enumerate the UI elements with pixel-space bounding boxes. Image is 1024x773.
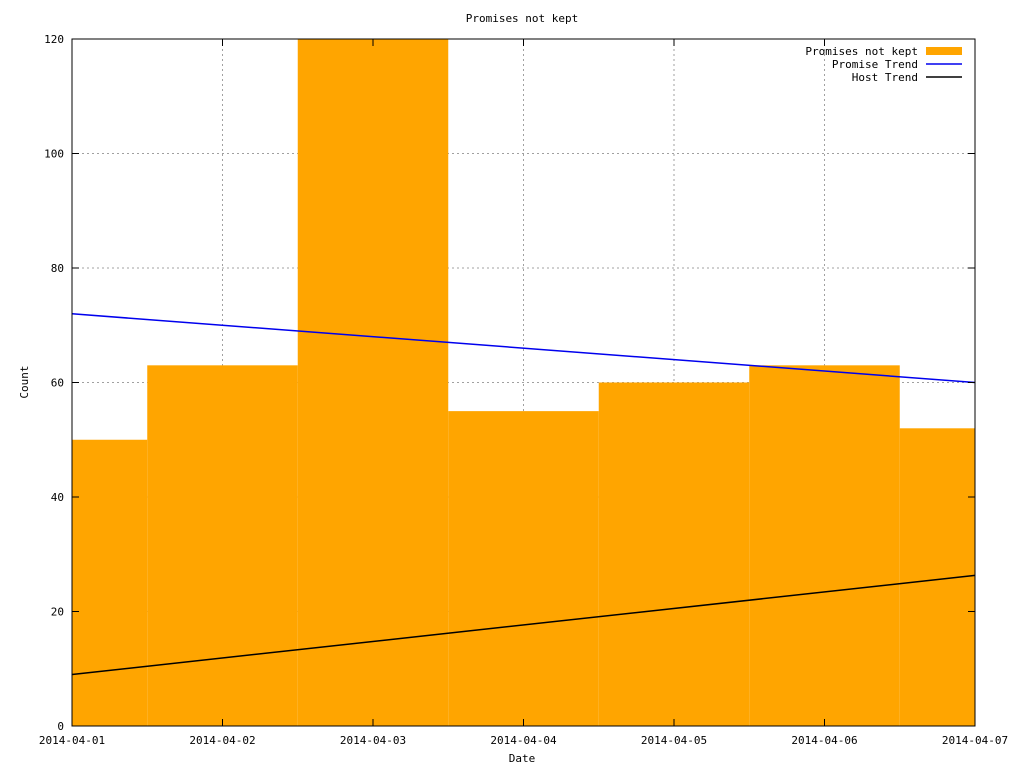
bar [448, 411, 599, 726]
chart-title: Promises not kept [466, 12, 579, 25]
bar [749, 365, 900, 726]
legend-label: Promises not kept [805, 45, 918, 58]
bar [297, 39, 449, 726]
bar-series [72, 39, 975, 726]
x-axis-label: Date [509, 752, 536, 765]
bar [72, 439, 148, 726]
bar [147, 365, 298, 726]
promise-trend-line [71, 313, 976, 384]
x-tick-label: 2014-04-02 [189, 734, 255, 747]
x-tick-label: 2014-04-01 [39, 734, 105, 747]
y-axis-label: Count [18, 365, 31, 398]
y-tick-label: 120 [44, 33, 64, 46]
x-tick-label: 2014-04-07 [942, 734, 1008, 747]
legend-label: Host Trend [852, 71, 918, 84]
y-tick-label: 40 [51, 491, 64, 504]
bar [598, 382, 750, 726]
x-tick-label: 2014-04-05 [641, 734, 707, 747]
axes: 0 20 40 60 80 100 120 2014-04-01 2014-04-02 2014-… [39, 33, 1008, 747]
x-tick-label: 2014-04-06 [791, 734, 857, 747]
legend-swatch [926, 47, 962, 55]
y-tick-label: 100 [44, 148, 64, 161]
x-tick-label: 2014-04-03 [340, 734, 406, 747]
y-tick-label: 0 [57, 720, 64, 733]
x-tick-label: 2014-04-04 [490, 734, 557, 747]
trend-lines [71, 313, 976, 676]
y-tick-label: 20 [51, 606, 64, 619]
y-tick-label: 60 [51, 377, 64, 390]
y-tick-label: 80 [51, 262, 64, 275]
legend-label: Promise Trend [832, 58, 918, 71]
host-trend-line [71, 574, 976, 676]
